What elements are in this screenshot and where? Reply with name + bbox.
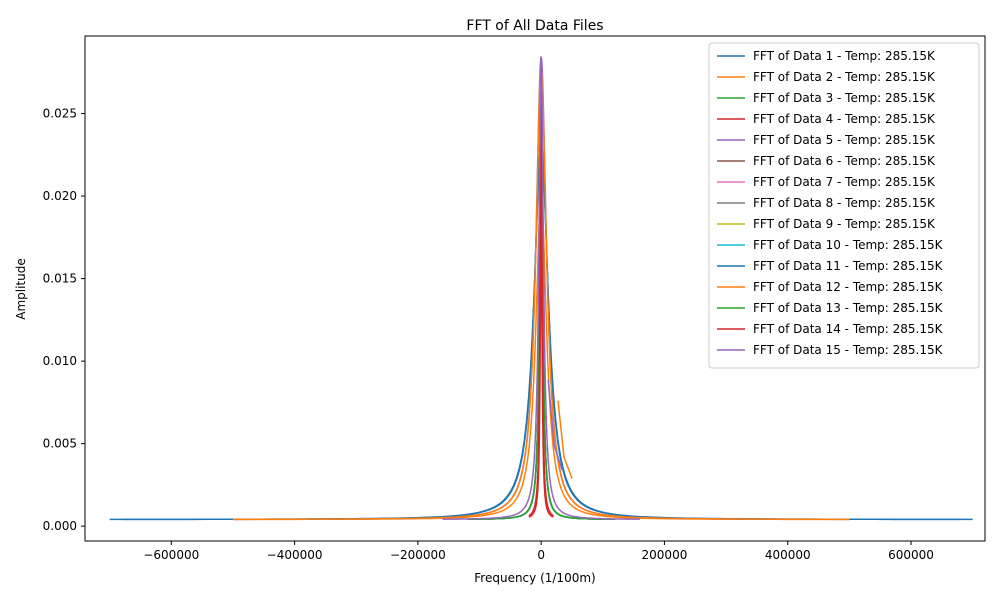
series-line-15 xyxy=(442,55,640,520)
x-tick-label: 600000 xyxy=(888,548,934,562)
legend-entry-label: FFT of Data 15 - Temp: 285.15K xyxy=(753,343,944,357)
legend-box xyxy=(708,42,980,369)
legend-entry-label: FFT of Data 4 - Temp: 285.15K xyxy=(753,112,936,126)
x-tick-label: 400000 xyxy=(765,548,811,562)
legend-entry-label: FFT of Data 11 - Temp: 285.15K xyxy=(753,259,944,273)
chart-title: FFT of All Data Files xyxy=(466,18,603,34)
x-axis-ticks: −600000 −400000 −200000 0 200000 400000 600000 xyxy=(143,541,934,562)
legend-entry-label: FFT of Data 3 - Temp: 285.15K xyxy=(753,91,936,105)
legend-entry-label: FFT of Data 1 - Temp: 285.15K xyxy=(753,49,936,63)
y-axis-label: Amplitude xyxy=(14,258,28,320)
x-tick-label: −600000 xyxy=(143,548,199,562)
y-tick-label: 0.000 xyxy=(43,519,77,533)
y-tick-label: 0.005 xyxy=(43,437,77,451)
y-tick-label: 0.025 xyxy=(43,107,77,121)
x-tick-label: −400000 xyxy=(267,548,323,562)
legend-entry-label: FFT of Data 8 - Temp: 285.15K xyxy=(753,196,936,210)
series-line-4 xyxy=(528,228,554,518)
legend-entry-label: FFT of Data 12 - Temp: 285.15K xyxy=(753,280,944,294)
x-tick-label: 0 xyxy=(537,548,545,562)
plot-lines-group xyxy=(109,55,973,521)
legend-entry-label: FFT of Data 2 - Temp: 285.15K xyxy=(753,70,936,84)
y-tick-label: 0.010 xyxy=(43,354,77,368)
y-tick-label: 0.015 xyxy=(43,272,77,286)
y-tick-label: 0.020 xyxy=(43,189,77,203)
legend-entry-label: FFT of Data 13 - Temp: 285.15K xyxy=(753,301,944,315)
legend-entry-label: FFT of Data 9 - Temp: 285.15K xyxy=(753,217,936,231)
legend-entry-label: FFT of Data 7 - Temp: 285.15K xyxy=(753,175,936,189)
series-spike-15 xyxy=(547,379,563,471)
legend-entry-label: FFT of Data 10 - Temp: 285.15K xyxy=(753,238,944,252)
x-axis-label: Frequency (1/100m) xyxy=(474,571,595,585)
series-spike-12 xyxy=(557,400,573,479)
y-axis-ticks: 0.000 0.005 0.010 0.015 0.020 0.025 xyxy=(43,107,85,533)
x-tick-label: 200000 xyxy=(642,548,688,562)
legend: FFT of Data 1 - Temp: 285.15K FFT of Data… xyxy=(708,42,980,369)
legend-entry-label: FFT of Data 14 - Temp: 285.15K xyxy=(753,322,944,336)
legend-entry-label: FFT of Data 5 - Temp: 285.15K xyxy=(753,133,936,147)
x-tick-label: −200000 xyxy=(390,548,446,562)
plot-frame xyxy=(84,35,986,542)
legend-entry-label: FFT of Data 6 - Temp: 285.15K xyxy=(753,154,936,168)
